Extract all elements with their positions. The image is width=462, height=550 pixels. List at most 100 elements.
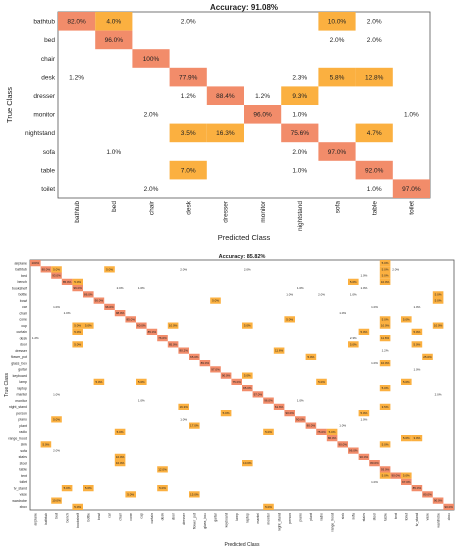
cell-value-label: 1.0% [371, 305, 378, 309]
heatmap-cell [390, 472, 401, 479]
cell-value-label: 5.0% [64, 486, 71, 490]
y-tick-label: desk [41, 74, 55, 81]
x-tick-label: toilet [409, 201, 416, 215]
heatmap-cell [58, 12, 96, 31]
y-tick-label: tent [21, 474, 27, 478]
cell-value-label: 96.0% [73, 286, 82, 290]
cell-value-label: 85.0% [63, 280, 72, 284]
heatmap-cell [40, 266, 52, 273]
cell-value-label: 4.0% [106, 19, 121, 26]
heatmap-cell [61, 485, 73, 492]
cell-value-label: 2.0% [144, 186, 159, 193]
heatmap-cell [136, 322, 147, 329]
cell-value-label: 5.0% [435, 299, 442, 303]
y-tick-label: bookshelf [12, 286, 27, 290]
heatmap-cell [93, 378, 105, 385]
heatmap-cell [355, 160, 393, 180]
y-tick-label: range_hood [8, 436, 27, 440]
heatmap-cell [242, 322, 253, 329]
cell-value-label: 5.0% [53, 417, 60, 421]
heatmap-cell [169, 67, 207, 87]
y-tick-label: person [16, 411, 27, 415]
cell-value-label: 4.7% [367, 130, 382, 137]
heatmap-cell [379, 360, 391, 367]
cell-value-label: 2.0% [53, 449, 60, 453]
x-tick-label: tent [394, 513, 398, 519]
cell-value-label: 90.0% [338, 442, 347, 446]
cell-value-label: 2.0% [117, 286, 124, 290]
heatmap-cell [95, 30, 133, 50]
cell-value-label: 2.0% [180, 267, 187, 271]
heatmap-cell [411, 485, 423, 492]
cell-value-label: 16.3% [216, 130, 235, 137]
x-tick-label: sink [341, 513, 345, 519]
y-tick-label: bed [21, 274, 27, 278]
x-tick-label: flower_pot [193, 513, 197, 529]
x-tick-label: airplane [34, 513, 38, 526]
heatmap-cell [263, 503, 274, 510]
cell-value-label: 5.0% [244, 324, 251, 328]
y-tick-label: xbox [20, 505, 28, 509]
y-tick-label: chair [19, 311, 27, 315]
cell-value-label: 11.6% [381, 336, 390, 340]
cell-value-label: 1.0% [106, 149, 121, 156]
cell-value-label: 97.0% [328, 149, 347, 156]
heatmap-cell [401, 435, 412, 442]
cell-value-label: 1.0% [404, 112, 419, 119]
heatmap-cell [379, 272, 391, 279]
cell-value-label: 10.0% [434, 324, 443, 328]
y-tick-label: sofa [20, 449, 27, 453]
y-tick-label: night_stand [9, 405, 27, 409]
heatmap-cell [210, 297, 221, 304]
heatmap-cell [51, 416, 62, 423]
heatmap-cell [220, 410, 232, 417]
x-tick-label: monitor [260, 200, 267, 223]
x-axis-label: Predicted Class [218, 233, 271, 242]
cell-value-label: 5.0% [95, 380, 102, 384]
cell-value-label: 1.0% [360, 286, 367, 290]
heatmap-cell [432, 322, 444, 329]
cell-value-label: 5.0% [212, 299, 219, 303]
heatmap-cell [379, 472, 391, 479]
heatmap-cell [369, 460, 380, 467]
y-tick-label: flower_pot [11, 355, 27, 359]
cell-value-label: 90.0% [360, 455, 369, 459]
cell-value-label: 100% [31, 261, 39, 265]
heatmap-cell [273, 403, 285, 410]
cell-value-label: 5.0% [127, 492, 134, 496]
heatmap-cell [422, 491, 433, 498]
cell-value-label: 2.0% [292, 149, 307, 156]
cell-value-label: 5.0% [53, 267, 60, 271]
cell-value-label: 65.0% [190, 355, 199, 359]
cell-value-label: 1.0% [339, 311, 346, 315]
cell-value-label: 1.0% [53, 305, 60, 309]
cell-value-label: 5.0% [413, 342, 420, 346]
cell-value-label: 85.0% [169, 342, 178, 346]
heatmap-cell [231, 378, 242, 385]
heatmap-cell [432, 297, 444, 304]
heatmap-cell [206, 123, 244, 143]
heatmap-cell [95, 12, 133, 31]
y-tick-label: bowl [20, 299, 27, 303]
x-tick-label: desk [185, 200, 192, 214]
y-tick-label: bathtub [15, 268, 27, 272]
cell-value-label: 10.0% [243, 461, 252, 465]
cell-value-label: 61.6% [275, 405, 284, 409]
cell-value-label: 5.0% [350, 342, 357, 346]
x-axis-label: Predicted Class [224, 542, 260, 548]
heatmap-cell [157, 485, 168, 492]
heatmap-cell [72, 328, 83, 335]
y-tick-label: radio [19, 430, 27, 434]
cell-value-label: 82.0% [67, 19, 86, 26]
cell-value-label: 86.0% [84, 292, 93, 296]
heatmap-cell [318, 142, 356, 161]
cell-value-label: 80.0% [42, 267, 51, 271]
heatmap-cell [348, 447, 359, 454]
y-tick-label: wardrobe [12, 499, 27, 503]
cell-value-label: 97.0% [211, 367, 220, 371]
cell-value-label: 1.0% [339, 424, 346, 428]
cell-value-label: 85.0% [126, 317, 135, 321]
cell-value-label: 5.0% [350, 280, 357, 284]
cell-value-label: 5.0% [223, 411, 230, 415]
cell-value-label: 5.0% [159, 486, 166, 490]
